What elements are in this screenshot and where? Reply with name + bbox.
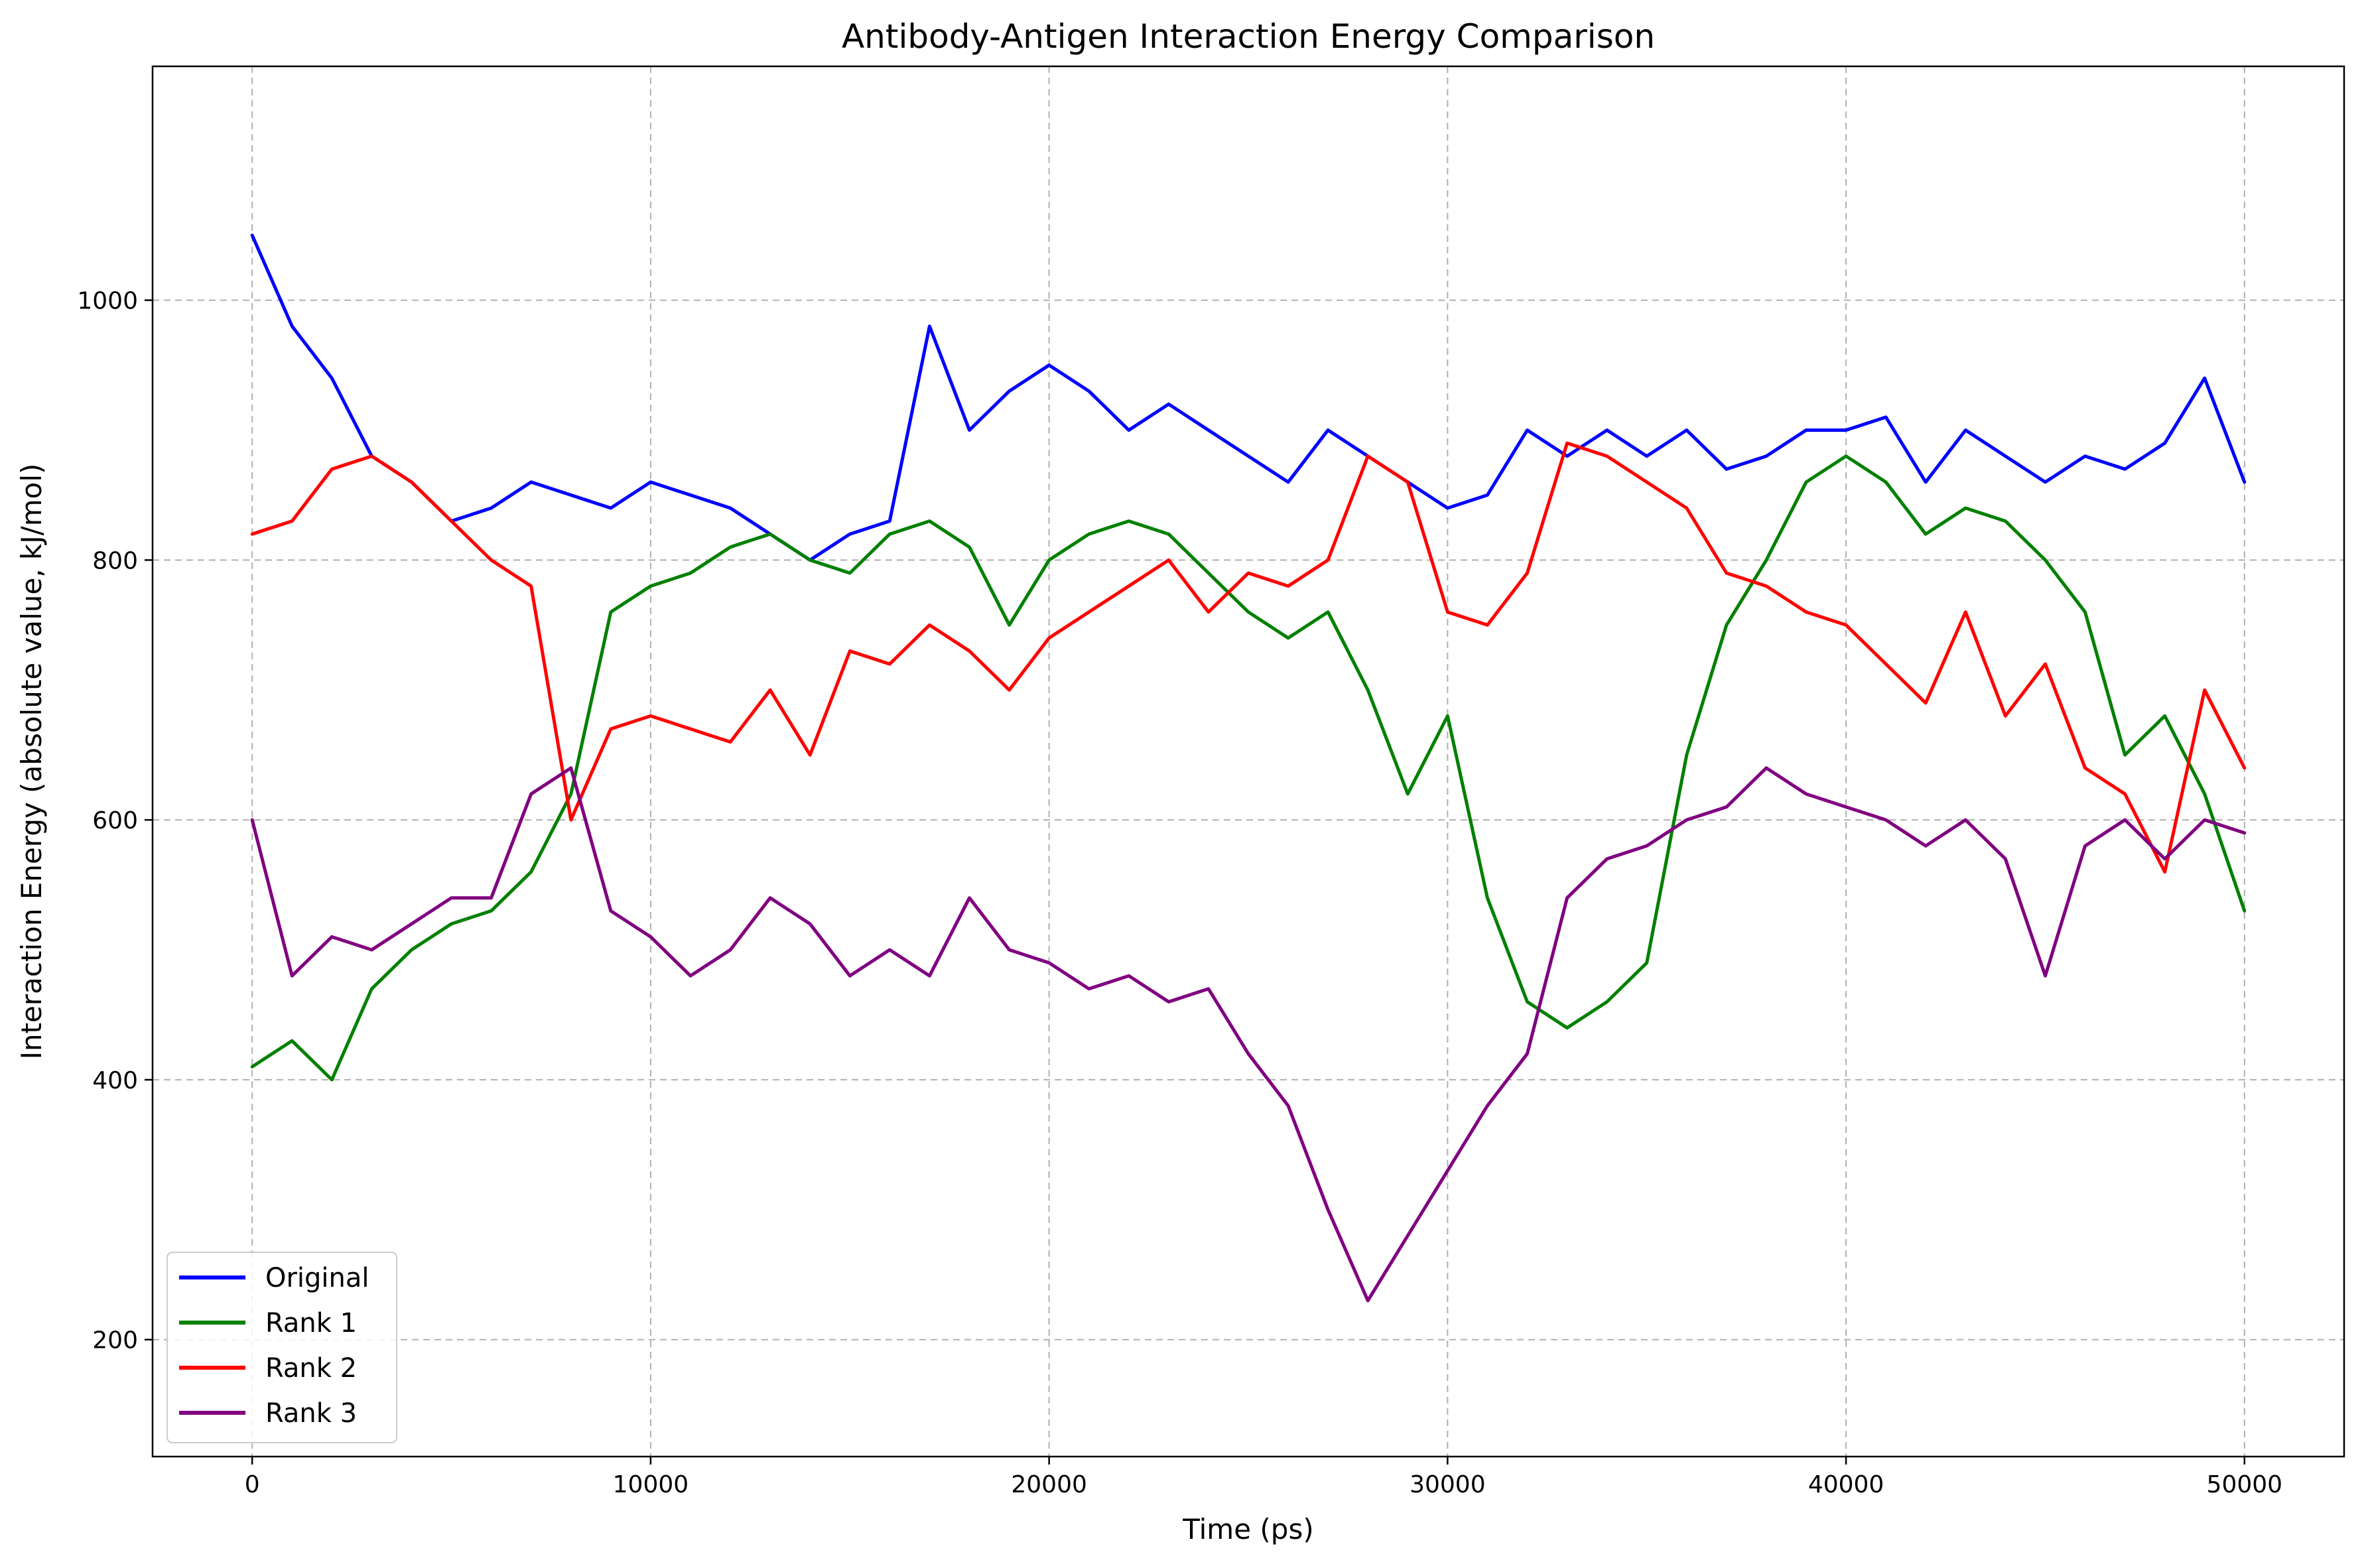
x-tick-label: 10000 <box>613 1471 689 1498</box>
plot-frame <box>151 65 2345 1458</box>
legend-box <box>166 1252 397 1443</box>
series-lines <box>250 233 2247 1303</box>
legend-entries: Original Rank 1 Rank 2 Rank 3 <box>179 1263 369 1429</box>
y-tick-label: 600 <box>92 807 138 834</box>
series-line-rank-1 <box>250 454 2247 1082</box>
legend: Original Rank 1 Rank 2 Rank 3 <box>166 1252 397 1443</box>
x-axis-label: Time (ps) <box>1182 1513 1313 1545</box>
series-line-original <box>250 233 2247 562</box>
x-tick-label: 30000 <box>1410 1471 1486 1498</box>
legend-label-original: Original <box>265 1263 369 1293</box>
x-tick-label: 0 <box>245 1471 260 1498</box>
x-tick-label: 20000 <box>1011 1471 1087 1498</box>
x-tick-label: 50000 <box>2207 1471 2283 1498</box>
y-tick-label: 1000 <box>77 288 138 315</box>
y-tick-label: 200 <box>92 1327 138 1354</box>
legend-label-rank-2: Rank 2 <box>265 1353 357 1384</box>
y-tick-label: 800 <box>92 547 138 574</box>
legend-label-rank-1: Rank 1 <box>265 1308 357 1339</box>
series-line-rank-3 <box>250 766 2247 1303</box>
x-tick-label: 40000 <box>1808 1471 1884 1498</box>
chart-title: Antibody-Antigen Interaction Energy Comp… <box>842 17 1655 56</box>
y-axis-label: Interaction Energy (absolute value, kJ/m… <box>15 464 48 1060</box>
axis-ticks: 0 10000 20000 30000 40000 50000 200 400 600 800 10… <box>77 288 2282 1498</box>
legend-label-rank-3: Rank 3 <box>265 1398 357 1429</box>
grid-lines <box>153 66 2344 1457</box>
y-tick-label: 400 <box>92 1067 138 1094</box>
series-line-rank-2 <box>250 441 2247 874</box>
